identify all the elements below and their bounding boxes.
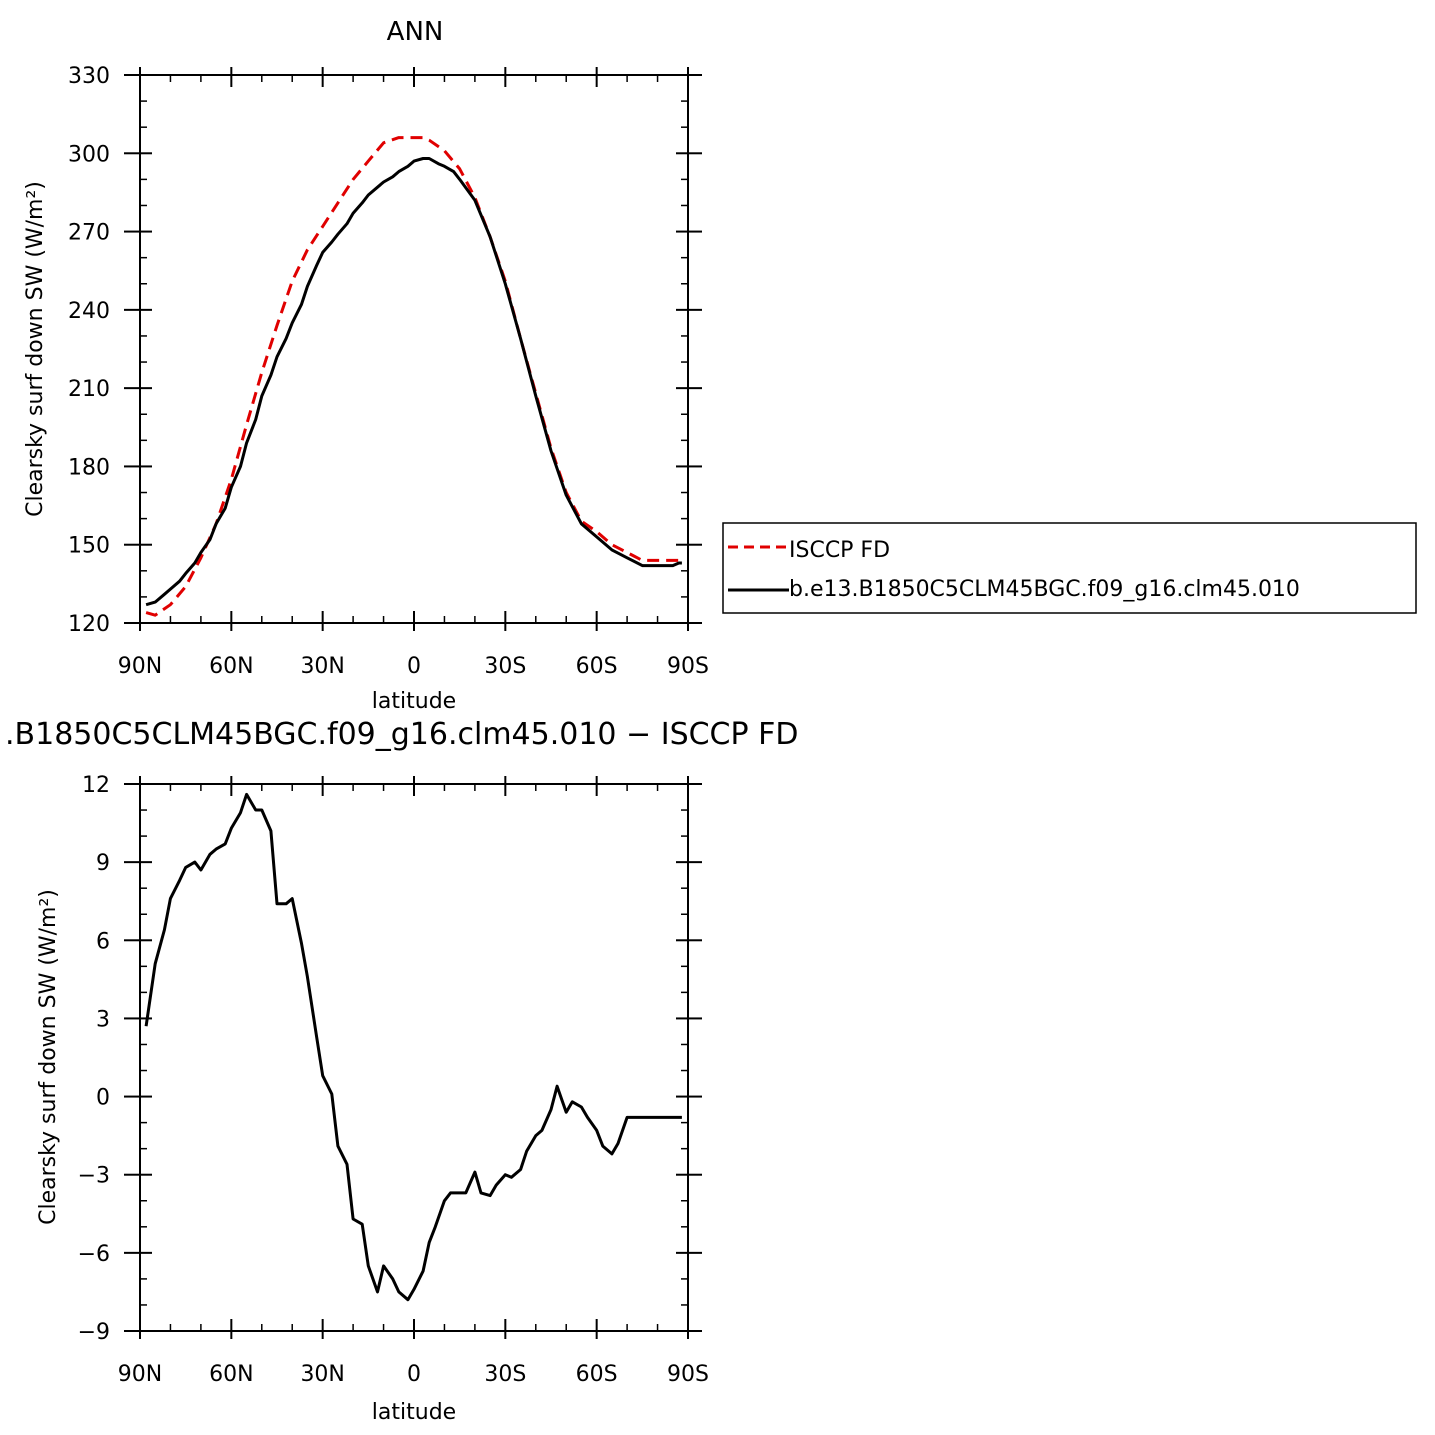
y-tick-label: −3 xyxy=(78,1164,110,1189)
series-line-0 xyxy=(144,792,682,1302)
x-tick-label: 90N xyxy=(118,654,162,679)
y-tick-label: 180 xyxy=(68,455,110,480)
x-tick-label: 90N xyxy=(118,1362,162,1387)
y-axis-label: Clearsky surf down SW (W/m²) xyxy=(23,181,48,517)
y-tick-label: 270 xyxy=(68,221,110,246)
y-tick-label: 0 xyxy=(96,1086,110,1111)
chart-legend: ISCCP FD b.e13.B1850C5CLM45BGC.f09_g16.c… xyxy=(722,522,1417,614)
x-tick-label: 60N xyxy=(209,654,253,679)
y-tick-label: 120 xyxy=(68,612,110,637)
chart-title: ANN xyxy=(387,17,444,47)
y-tick-label: 210 xyxy=(68,377,110,402)
x-tick-label: 30N xyxy=(300,1362,344,1387)
top-line-chart: ANN 90N 60N 30N 0 30S 60S 90S 120 150 180 210 240 27… xyxy=(23,17,709,714)
x-axis-label: latitude xyxy=(372,1400,456,1425)
bottom-line-chart: .B1850C5CLM45BGC.f09_g16.clm45.010 − ISC… xyxy=(5,717,799,1425)
x-tick-label: 90S xyxy=(667,654,709,679)
x-tick-label: 30S xyxy=(484,654,526,679)
x-tick-label: 60S xyxy=(576,1362,618,1387)
legend-label-isccp: ISCCP FD xyxy=(789,538,890,563)
y-tick-label: 150 xyxy=(68,534,110,559)
y-tick-label: 240 xyxy=(68,299,110,324)
y-tick-label: −6 xyxy=(78,1242,110,1267)
x-axis-label: latitude xyxy=(372,689,456,714)
legend-box xyxy=(722,522,1417,614)
y-tick-label: 3 xyxy=(96,1007,110,1032)
x-tick-label: 90S xyxy=(667,1362,709,1387)
y-tick-label: 330 xyxy=(68,64,110,89)
x-tick-label: 60S xyxy=(576,654,618,679)
series-line-0 xyxy=(145,136,682,617)
x-tick-label: 30S xyxy=(484,1362,526,1387)
legend-label-model: b.e13.B1850C5CLM45BGC.f09_g16.clm45.010 xyxy=(789,577,1300,602)
chart-title: .B1850C5CLM45BGC.f09_g16.clm45.010 − ISC… xyxy=(5,717,799,752)
x-tick-label: 60N xyxy=(209,1362,253,1387)
y-tick-label: 9 xyxy=(96,851,110,876)
y-tick-label: −9 xyxy=(78,1320,110,1345)
x-tick-label: 0 xyxy=(407,1362,421,1387)
x-tick-label: 0 xyxy=(407,654,421,679)
series-line-1 xyxy=(145,157,682,607)
y-tick-label: 12 xyxy=(82,773,110,798)
y-tick-label: 300 xyxy=(68,142,110,167)
y-axis-label: Clearsky surf down SW (W/m²) xyxy=(36,889,61,1225)
y-tick-label: 6 xyxy=(96,929,110,954)
x-tick-label: 30N xyxy=(300,654,344,679)
